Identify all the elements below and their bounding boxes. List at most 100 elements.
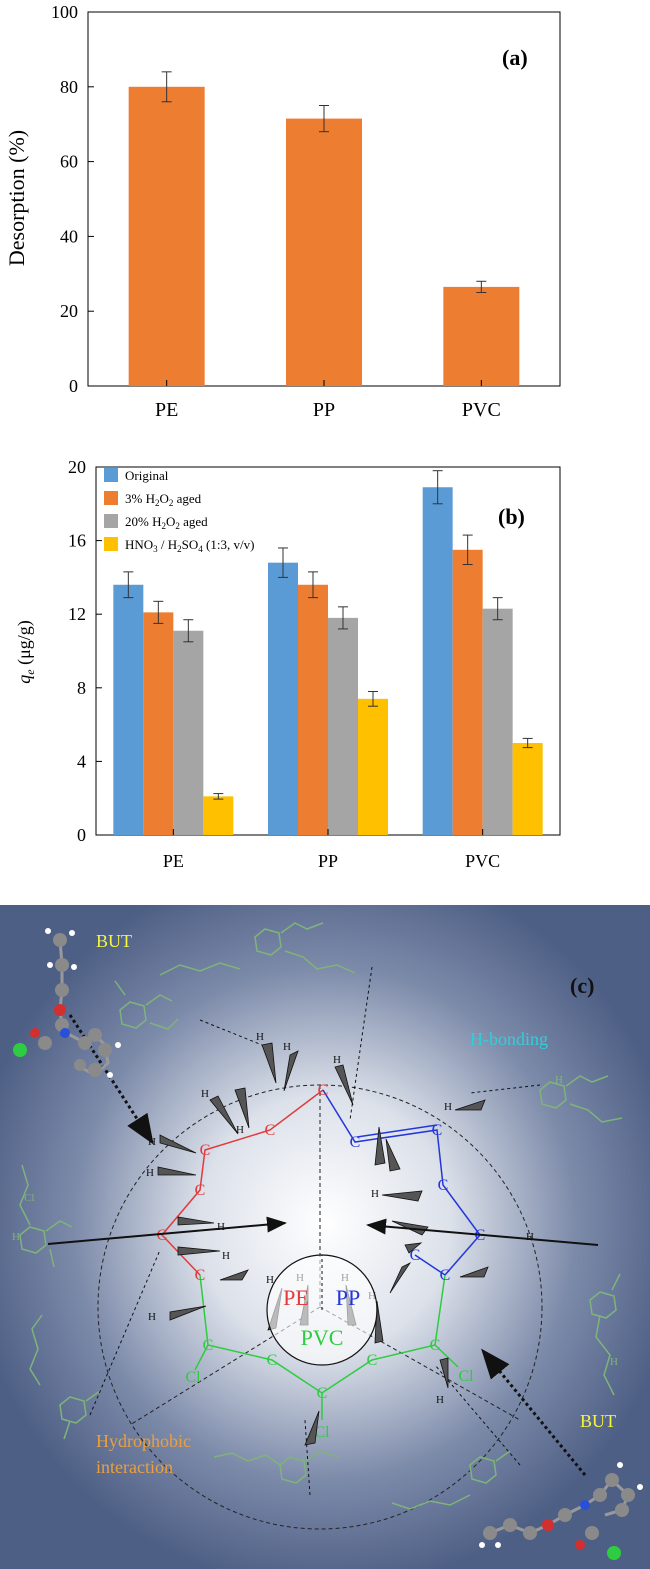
- legend-entry: HNO3 / H2SO4 (1:3, v/v): [125, 537, 254, 554]
- y-axis-label: Desorption (%): [4, 130, 29, 266]
- x-tick-label: PE: [155, 399, 178, 421]
- legend-entry-part: O: [166, 514, 175, 529]
- y-tick-label: 12: [68, 604, 86, 624]
- atom-c: C: [432, 1122, 443, 1139]
- atom-cl: Cl: [314, 1424, 330, 1441]
- y-tick-label: 20: [60, 301, 78, 321]
- legend-entry: 20% H2O2 aged: [125, 514, 208, 531]
- panel-label-a: (a): [502, 45, 528, 70]
- bar-pe: [128, 86, 205, 387]
- x-tick-label: PE: [163, 851, 184, 871]
- atom-c: C: [318, 1082, 329, 1099]
- diagram-background: [0, 905, 650, 1569]
- atom-label: Cl: [24, 1192, 34, 1204]
- bar-pe-series-2: [143, 612, 174, 835]
- atom-c: C: [438, 1177, 449, 1194]
- legend-entry-part: HNO: [125, 537, 153, 552]
- y-tick-label: 0: [77, 825, 86, 845]
- legend-entry: 3% H2O2 aged: [125, 491, 202, 508]
- x-tick-label: PP: [313, 399, 335, 421]
- y-tick-label: 0: [69, 376, 78, 396]
- legend-entry: Original: [125, 468, 169, 483]
- bars: PE PP PVC: [113, 470, 543, 871]
- carbon-atoms: C C C C C C C C C C C C C C C C C: [157, 1082, 486, 1402]
- bar-pvc-series-3: [482, 608, 513, 835]
- bar-pp-series-3: [328, 617, 358, 835]
- legend-swatch: [104, 468, 118, 482]
- atom-h: H: [283, 1041, 291, 1053]
- legend-entry-part: SO: [182, 537, 199, 552]
- atom-h: H: [236, 1124, 244, 1136]
- legend-entry-part: (1:3, v/v): [203, 537, 255, 552]
- atom-h: H: [371, 1188, 379, 1200]
- center-label-pvc: PVC: [301, 1325, 344, 1350]
- bar-pp-series-2: [298, 584, 328, 835]
- dashed-connectors: [89, 966, 541, 1496]
- atom-h: H: [146, 1167, 154, 1179]
- chlorine-atoms: Cl Cl Cl: [185, 1368, 474, 1441]
- atom-h: H: [201, 1088, 209, 1100]
- y-tick-label: 16: [68, 531, 86, 551]
- x-tick-label: PVC: [465, 851, 500, 871]
- but-molecule-top: [13, 928, 121, 1078]
- atom-c: C: [265, 1122, 276, 1139]
- atom-c: C: [195, 1182, 206, 1199]
- bar-pe-series-1: [113, 584, 144, 835]
- legend-entry-part: 2: [161, 521, 166, 531]
- y-tick-label: 40: [60, 226, 78, 246]
- panel-label-c: (c): [570, 973, 594, 998]
- atom-label: H: [555, 1074, 563, 1086]
- side-molecules: [19, 922, 623, 1510]
- legend-entry-part: 3: [153, 544, 158, 554]
- legend-entry-part: 2: [155, 498, 160, 508]
- legend-entry-part: O: [159, 491, 168, 506]
- atom-c: C: [430, 1337, 441, 1354]
- h-bonding-label: H-bonding: [470, 1029, 548, 1049]
- y-axis-label-sub: e: [23, 669, 37, 675]
- desorption-chart: 0 20 40 60 80 100 PE PP PVC (a) Desorption (%): [4, 2, 561, 421]
- atom-c: C: [157, 1227, 168, 1244]
- atom-label: H: [610, 1356, 618, 1368]
- bar-pp-series-4: [358, 698, 388, 835]
- bar-pe-series-4: [203, 796, 234, 835]
- atom-c: C: [195, 1267, 206, 1284]
- atom-c: C: [440, 1267, 451, 1284]
- atom-h: H: [266, 1274, 274, 1286]
- atom-c: C: [317, 1385, 328, 1402]
- legend-entry-part: 3% H: [125, 491, 155, 506]
- center-label-pe: PE: [283, 1285, 309, 1310]
- atom-c: C: [410, 1247, 421, 1264]
- y-tick-label: 100: [51, 2, 78, 22]
- x-tick-label: PP: [318, 851, 338, 871]
- but-label-bottom: BUT: [580, 1411, 616, 1431]
- atom-h: H: [444, 1101, 452, 1113]
- atom-h: H: [526, 1231, 534, 1243]
- legend-entry-part: 2: [175, 521, 180, 531]
- y-axis-label: qe (μg/g): [14, 620, 37, 683]
- bar-pvc-series-2: [452, 549, 483, 835]
- legend-entry-part: 2: [169, 498, 174, 508]
- center-label-pp: PP: [336, 1285, 360, 1310]
- pvc-chain: [194, 1274, 459, 1420]
- hydrogen-labels: H H H H H H H H H H H H H H H H H H: [146, 1031, 534, 1406]
- but-molecule-bottom: [479, 1462, 643, 1560]
- legend-entry-part: 4: [198, 544, 203, 554]
- atom-h: H: [222, 1250, 230, 1262]
- legend-entry-part: 2: [177, 544, 182, 554]
- legend-entry-part: aged: [180, 514, 208, 529]
- atom-c: C: [267, 1352, 278, 1369]
- bar-pp-series-1: [268, 562, 298, 835]
- x-tick-label: PVC: [462, 399, 501, 421]
- atom-cl: Cl: [458, 1368, 474, 1385]
- atom-h: H: [148, 1311, 156, 1323]
- legend-entry-part: aged: [173, 491, 201, 506]
- bar-pp: [286, 118, 362, 386]
- bar-pvc: [443, 286, 520, 386]
- legend-entry-part: / H: [158, 537, 178, 552]
- y-tick-label: 8: [77, 678, 86, 698]
- hydrophobic-label-line1: Hydrophobic: [96, 1431, 191, 1451]
- y-axis-label-main: q: [14, 675, 34, 684]
- y-tick-label: 4: [77, 751, 86, 771]
